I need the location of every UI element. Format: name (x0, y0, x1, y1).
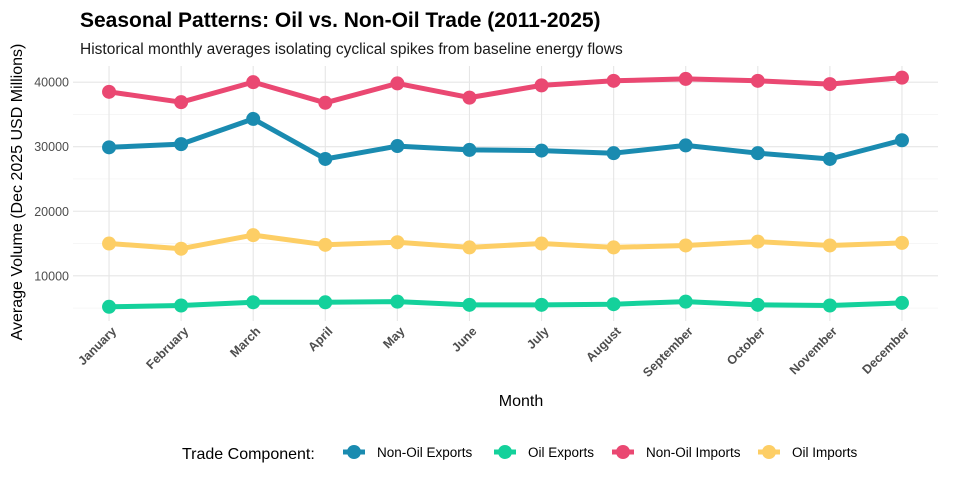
data-point (318, 295, 333, 310)
data-point (678, 238, 693, 253)
series-line (106, 299, 905, 310)
data-point (678, 71, 693, 86)
data-point (318, 151, 333, 166)
legend-key-point (762, 445, 776, 459)
data-point (102, 140, 117, 155)
data-point (174, 298, 189, 313)
data-point (534, 143, 549, 158)
y-axis: 10000 20000 30000 40000 (34, 76, 69, 284)
series-oil-exports (102, 294, 909, 314)
data-point (390, 139, 405, 154)
x-axis-title: Month (499, 393, 543, 410)
data-point (462, 90, 477, 105)
data-point (462, 240, 477, 255)
data-point (102, 84, 117, 99)
data-point (102, 299, 117, 314)
y-tick-label: 20000 (34, 205, 69, 219)
data-point (750, 73, 765, 88)
data-point (606, 240, 621, 255)
legend: Trade Component: Non-Oil Exports Oil Expo… (182, 445, 858, 463)
data-point (822, 77, 837, 92)
data-point (534, 297, 549, 312)
y-axis-title: Average Volume (Dec 2025 USD Millions) (9, 44, 26, 341)
series-non-oil-imports (102, 70, 909, 110)
data-point (174, 95, 189, 110)
data-point (246, 295, 261, 310)
x-tick-label: April (305, 324, 335, 354)
x-tick-label: February (144, 324, 192, 372)
y-tick-label: 40000 (34, 76, 69, 90)
data-point (894, 70, 909, 85)
data-point (894, 235, 909, 250)
data-point (534, 236, 549, 251)
legend-item-non-oil-imports: Non-Oil Imports (612, 445, 741, 460)
series-non-oil-exports (102, 111, 909, 166)
data-point (390, 294, 405, 309)
legend-key-point (498, 445, 512, 459)
x-tick-label: July (524, 324, 552, 352)
x-tick-label: October (724, 324, 768, 368)
legend-item-oil-imports: Oil Imports (758, 445, 858, 460)
x-tick-label: August (583, 324, 624, 365)
data-point (318, 95, 333, 110)
data-point (894, 295, 909, 310)
x-tick-label: December (859, 324, 912, 377)
x-tick-label: March (227, 324, 263, 360)
data-point (462, 297, 477, 312)
legend-key-point (347, 445, 361, 459)
series-line (106, 75, 905, 106)
x-tick-label: January (75, 324, 119, 368)
data-point (678, 138, 693, 153)
legend-label: Oil Exports (528, 445, 594, 460)
data-point (318, 237, 333, 252)
data-point (246, 75, 261, 90)
data-point (822, 238, 837, 253)
legend-key-point (616, 445, 630, 459)
data-point (390, 235, 405, 250)
y-tick-label: 30000 (34, 140, 69, 154)
data-point (246, 111, 261, 126)
legend-item-oil-exports: Oil Exports (494, 445, 594, 460)
data-point (822, 298, 837, 313)
data-point (894, 133, 909, 148)
legend-label: Oil Imports (792, 445, 858, 460)
data-point (750, 297, 765, 312)
series-line (106, 232, 905, 252)
data-point (606, 146, 621, 161)
data-point (678, 294, 693, 309)
legend-item-non-oil-exports: Non-Oil Exports (343, 445, 473, 460)
legend-label: Non-Oil Exports (377, 445, 473, 460)
series-layer (102, 70, 909, 314)
data-point (174, 241, 189, 256)
data-point (246, 228, 261, 243)
data-point (102, 236, 117, 251)
data-point (606, 73, 621, 88)
data-point (174, 137, 189, 152)
data-point (390, 76, 405, 91)
x-tick-label: September (640, 324, 696, 380)
data-point (750, 146, 765, 161)
gridlines (73, 66, 938, 321)
x-tick-label: November (787, 324, 840, 377)
data-point (822, 151, 837, 166)
data-point (606, 297, 621, 312)
data-point (750, 234, 765, 249)
legend-title: Trade Component: (182, 446, 315, 463)
series-oil-imports (102, 228, 909, 256)
series-line (106, 116, 905, 162)
x-axis: January February March April May June July Augu… (75, 324, 912, 380)
data-point (462, 142, 477, 157)
data-point (534, 78, 549, 93)
y-tick-label: 10000 (34, 269, 69, 283)
x-tick-label: June (449, 324, 480, 355)
chart-title: Seasonal Patterns: Oil vs. Non-Oil Trade… (80, 9, 601, 32)
chart-subtitle: Historical monthly averages isolating cy… (80, 41, 623, 58)
legend-label: Non-Oil Imports (646, 445, 741, 460)
x-tick-label: May (380, 324, 407, 351)
